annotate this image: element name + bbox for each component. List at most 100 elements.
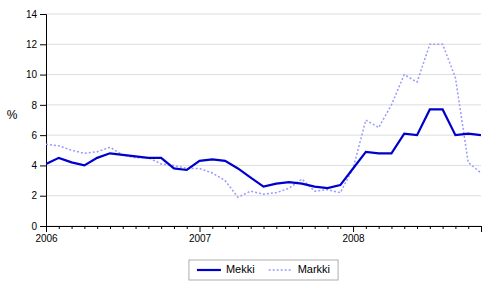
x-tick <box>97 226 98 229</box>
x-tick: 2007 <box>189 226 212 244</box>
x-tick-label: 2008 <box>342 233 365 244</box>
x-tick <box>136 226 137 229</box>
legend-swatch <box>197 269 221 271</box>
x-tick <box>110 226 111 229</box>
x-tick <box>84 226 85 229</box>
grid-line <box>46 14 481 15</box>
x-tick-mark <box>327 226 328 229</box>
legend-swatch <box>269 269 293 271</box>
x-tick-mark <box>468 226 469 229</box>
y-tick: 8 <box>31 100 46 111</box>
x-tick-mark <box>46 226 47 232</box>
x-tick <box>276 226 277 229</box>
legend-item: Mekki <box>197 263 255 275</box>
legend-label: Mekki <box>226 263 255 275</box>
x-tick: 2006 <box>35 226 58 244</box>
plot: 0 2 4 6 8 10 12 14 2006 2007 2008 <box>26 9 482 244</box>
y-tick-mark <box>40 196 46 197</box>
x-tick-mark <box>161 226 162 229</box>
y-tick: 14 <box>26 9 46 20</box>
y-tick: 0 <box>31 221 46 232</box>
grid-line <box>46 165 481 166</box>
x-tick <box>187 226 188 229</box>
chart: 0 2 4 6 8 10 12 14 2006 2007 2008% Mekki Markki <box>0 0 497 288</box>
x-tick-mark <box>212 226 213 229</box>
x-tick-mark <box>276 226 277 229</box>
x-tick-label: 2006 <box>35 233 58 244</box>
x-tick-mark <box>238 226 239 229</box>
lines <box>46 44 481 197</box>
x-tick <box>161 226 162 229</box>
legend-item: Markki <box>269 263 330 275</box>
x-tick-mark <box>251 226 252 229</box>
y-tick-label: 10 <box>26 69 38 80</box>
y-tick: 12 <box>26 39 46 50</box>
x-tick-mark <box>302 226 303 229</box>
x-tick-mark <box>340 226 341 229</box>
x-tick <box>251 226 252 229</box>
x-tick-mark <box>84 226 85 229</box>
x-tick-mark <box>72 226 73 229</box>
x-tick <box>366 226 367 229</box>
y-tick-mark <box>40 44 46 45</box>
x-tick-mark <box>110 226 111 229</box>
y-tick-label: 0 <box>31 221 37 232</box>
x-tick-mark <box>379 226 380 229</box>
x-tick <box>59 226 60 229</box>
y-axis: 0 2 4 6 8 10 12 14 <box>26 9 47 232</box>
y-tick: 4 <box>31 160 46 171</box>
x-tick-mark <box>315 226 316 229</box>
y-axis-line <box>40 15 47 227</box>
x-tick <box>379 226 380 229</box>
grid-line <box>46 74 481 75</box>
x-tick: 2008 <box>342 226 365 244</box>
y-tick-label: 4 <box>31 160 37 171</box>
x-tick-mark <box>174 226 175 229</box>
x-axis-line <box>47 227 482 233</box>
x-tick <box>443 226 444 229</box>
legend: Mekki Markki <box>189 260 338 280</box>
y-tick-mark <box>40 105 46 106</box>
x-tick <box>468 226 469 229</box>
y-tick-mark <box>40 14 46 15</box>
x-tick-mark <box>455 226 456 229</box>
y-label: % <box>7 108 18 122</box>
y-tick-label: 6 <box>31 130 37 141</box>
legend-frame <box>189 260 338 280</box>
x-tick-mark <box>187 226 188 229</box>
x-tick <box>340 226 341 229</box>
x-tick-mark <box>200 226 201 232</box>
grid-line <box>46 195 481 196</box>
grid-line <box>46 44 481 45</box>
x-tick <box>455 226 456 229</box>
x-tick <box>404 226 405 229</box>
grid-line <box>46 104 481 105</box>
x-axis: 2006 2007 2008 <box>35 226 481 244</box>
y-tick-mark <box>40 226 46 227</box>
x-tick <box>289 226 290 229</box>
y-tick-label: 12 <box>26 39 38 50</box>
x-tick-mark <box>123 226 124 229</box>
y-tick-mark <box>40 165 46 166</box>
x-tick <box>430 226 431 229</box>
x-tick <box>123 226 124 229</box>
y-tick: 2 <box>31 190 46 201</box>
x-tick-mark <box>430 226 431 229</box>
y-tick-mark <box>40 135 46 136</box>
y-tick: 10 <box>26 69 46 80</box>
x-tick-mark <box>225 226 226 229</box>
x-tick <box>315 226 316 229</box>
x-tick <box>212 226 213 229</box>
x-tick-mark <box>136 226 137 229</box>
legend-label: Markki <box>298 263 330 275</box>
x-tick-mark <box>443 226 444 229</box>
x-tick-mark <box>353 226 354 232</box>
x-tick <box>481 226 482 229</box>
x-tick-label: 2007 <box>189 233 212 244</box>
x-tick-mark <box>148 226 149 229</box>
x-tick-mark <box>264 226 265 229</box>
x-tick-mark <box>391 226 392 229</box>
x-tick-mark <box>59 226 60 229</box>
y-tick: 6 <box>31 130 46 141</box>
y-tick-label: 2 <box>31 190 37 201</box>
